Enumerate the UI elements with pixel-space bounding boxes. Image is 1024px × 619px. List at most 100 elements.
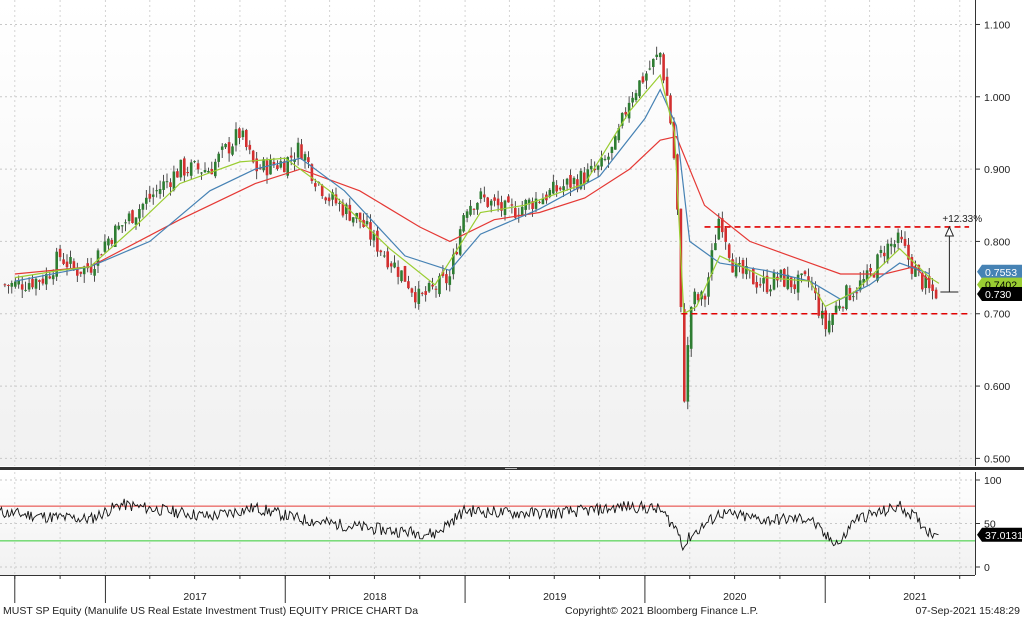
candle-body [452, 254, 455, 275]
candle-body [165, 181, 169, 183]
candle-body [717, 218, 721, 240]
rsi-axis-label: 0 [984, 562, 990, 574]
candle-body [789, 277, 793, 288]
candle-body [296, 142, 300, 158]
candle-body [234, 129, 238, 146]
candle-body [414, 292, 417, 303]
candle-body [841, 307, 845, 309]
time-axis-label: 2017 [183, 591, 207, 603]
candle-body [710, 250, 714, 274]
candle-body [79, 271, 83, 274]
time-axis-label: 2021 [903, 591, 927, 603]
ma-slow-line [14, 135, 931, 282]
candle-body [255, 158, 258, 172]
candle-body [100, 254, 103, 256]
footer-copyright: Copyright© 2021 Bloomberg Finance L.P. [565, 605, 758, 617]
candle-body [151, 194, 155, 197]
candle-body [283, 161, 286, 173]
candle-body [503, 200, 507, 215]
candle-body [14, 281, 17, 287]
candle-body [721, 218, 724, 233]
candle-body [445, 274, 448, 284]
candle-body [555, 185, 558, 192]
candle-body [272, 162, 276, 166]
ma-mid-tag-label: 0.7553 [985, 267, 1017, 279]
candle-body [765, 275, 769, 293]
candle-body [827, 320, 831, 333]
candle-body [293, 159, 296, 162]
candle-body [351, 217, 355, 223]
candle-body [196, 163, 200, 170]
candle-body [17, 280, 20, 285]
candle-body [514, 208, 517, 218]
candle-body [507, 196, 510, 203]
candle-body [34, 278, 38, 289]
footer-security-title: MUST SP Equity (Manulife US Real Estate … [3, 605, 418, 617]
candle-body [7, 285, 10, 286]
candle-body [303, 154, 307, 161]
candle-body [145, 197, 148, 204]
ma-mid-tag-box [977, 264, 1022, 279]
candle-body [69, 257, 72, 264]
candle-body [541, 198, 545, 205]
candle-body [93, 269, 96, 276]
candle-body [934, 289, 938, 299]
candle-body [879, 250, 883, 253]
candle-body [796, 274, 800, 293]
candle-body [24, 289, 27, 291]
price-axis-label: 0.500 [984, 453, 1010, 465]
rsi-axis: 0 50 100 [975, 475, 1002, 574]
candle-body [731, 259, 734, 273]
candle-body [738, 263, 741, 265]
candle-body [141, 203, 145, 210]
candle-body [583, 172, 586, 184]
candle-body [82, 266, 86, 275]
candle-body [348, 204, 352, 221]
candle-body [714, 243, 717, 251]
candle-body [207, 171, 210, 173]
candle-body [203, 170, 207, 173]
candle-body [772, 272, 776, 290]
candle-body [600, 157, 603, 167]
candle-body [834, 305, 838, 313]
candle-body [45, 274, 48, 285]
candle-body [838, 305, 841, 309]
candle-body [169, 182, 172, 187]
candle-body [883, 252, 886, 257]
candle-body [307, 157, 310, 162]
candle-body [155, 190, 158, 192]
candle-body [465, 211, 469, 218]
candle-body [300, 144, 303, 160]
candle-body [479, 191, 483, 199]
candle-body [665, 76, 669, 96]
candle-body [214, 161, 217, 177]
candle-body [76, 268, 79, 276]
candle-body [683, 309, 686, 402]
candle-body [286, 157, 289, 176]
candle-body [652, 58, 655, 67]
candle-body [227, 142, 231, 154]
candle-body [3, 284, 7, 286]
candle-body [510, 204, 514, 206]
candle-body [114, 225, 117, 247]
candle-body [821, 310, 824, 319]
candle-body [158, 189, 162, 194]
candle-body [641, 76, 645, 83]
candle-body [462, 215, 465, 232]
candle-body [220, 146, 224, 150]
candle-body [762, 277, 765, 284]
candle-body [403, 266, 407, 282]
candle-body [603, 158, 607, 160]
time-axis-label: 2019 [543, 591, 567, 603]
candle-body [769, 289, 772, 292]
candle-body [331, 192, 334, 200]
candle-body [276, 165, 279, 169]
candle-body [279, 161, 283, 168]
rsi-line [0, 498, 939, 552]
candle-body [593, 168, 596, 171]
candle-body [338, 202, 341, 204]
candle-body [27, 283, 31, 290]
candle-body [148, 193, 152, 199]
candle-body [672, 121, 676, 159]
candle-body [376, 230, 379, 252]
